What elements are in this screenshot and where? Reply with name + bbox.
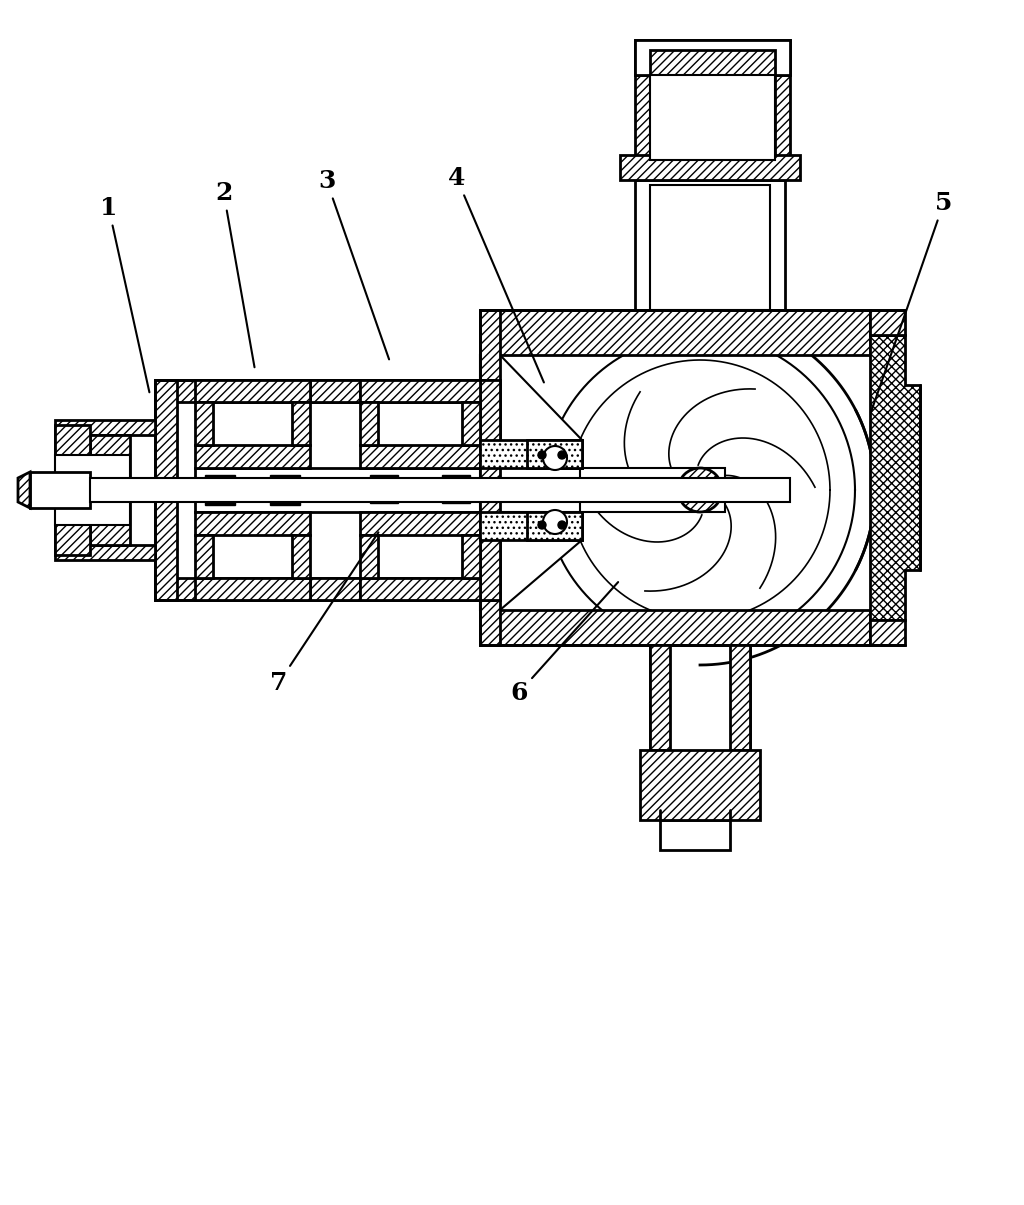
Bar xyxy=(580,468,725,512)
Polygon shape xyxy=(527,512,582,540)
Polygon shape xyxy=(640,750,760,819)
Polygon shape xyxy=(310,380,360,402)
Polygon shape xyxy=(360,512,480,535)
Circle shape xyxy=(558,521,566,529)
Polygon shape xyxy=(650,186,770,310)
Circle shape xyxy=(543,510,567,534)
Bar xyxy=(480,468,582,512)
Polygon shape xyxy=(55,455,130,525)
Polygon shape xyxy=(310,578,360,600)
Polygon shape xyxy=(55,425,90,556)
Text: 5: 5 xyxy=(870,192,952,412)
Polygon shape xyxy=(360,380,480,402)
Polygon shape xyxy=(620,155,800,180)
Polygon shape xyxy=(462,535,480,578)
Circle shape xyxy=(558,486,566,494)
Polygon shape xyxy=(480,380,500,600)
Polygon shape xyxy=(195,402,213,445)
Polygon shape xyxy=(195,445,310,468)
Polygon shape xyxy=(480,355,582,610)
Polygon shape xyxy=(660,819,730,850)
Bar xyxy=(90,478,790,502)
Polygon shape xyxy=(360,535,378,578)
Bar xyxy=(650,75,775,160)
Circle shape xyxy=(543,446,567,470)
Circle shape xyxy=(558,451,566,459)
Polygon shape xyxy=(480,310,870,355)
Polygon shape xyxy=(870,335,920,621)
Text: 1: 1 xyxy=(100,196,150,393)
Polygon shape xyxy=(195,380,310,402)
Circle shape xyxy=(538,486,546,494)
Polygon shape xyxy=(870,621,905,645)
Bar xyxy=(155,380,495,402)
Text: 7: 7 xyxy=(270,533,379,695)
Bar xyxy=(30,472,90,509)
Polygon shape xyxy=(90,435,130,545)
Polygon shape xyxy=(480,512,582,540)
Polygon shape xyxy=(730,645,750,750)
Bar xyxy=(195,468,500,512)
Text: 2: 2 xyxy=(215,181,255,368)
Polygon shape xyxy=(360,402,378,445)
Polygon shape xyxy=(18,472,30,509)
Polygon shape xyxy=(55,421,155,560)
Polygon shape xyxy=(775,75,790,160)
Bar xyxy=(205,475,234,505)
Circle shape xyxy=(538,521,546,529)
Polygon shape xyxy=(635,180,785,310)
Polygon shape xyxy=(480,310,500,645)
Polygon shape xyxy=(292,535,310,578)
Polygon shape xyxy=(527,440,582,468)
Polygon shape xyxy=(462,402,480,445)
Text: 6: 6 xyxy=(510,582,618,705)
Circle shape xyxy=(678,468,722,512)
Polygon shape xyxy=(360,578,480,600)
Polygon shape xyxy=(195,535,213,578)
Text: 3: 3 xyxy=(318,169,389,359)
Bar xyxy=(442,475,470,502)
Circle shape xyxy=(538,451,546,459)
Bar xyxy=(270,475,300,505)
Bar xyxy=(155,380,177,600)
Polygon shape xyxy=(195,512,310,535)
Polygon shape xyxy=(635,75,650,160)
Polygon shape xyxy=(480,440,582,468)
Polygon shape xyxy=(870,310,905,335)
Polygon shape xyxy=(292,402,310,445)
Polygon shape xyxy=(195,578,310,600)
Bar xyxy=(155,578,495,600)
Bar xyxy=(370,475,398,502)
Polygon shape xyxy=(480,610,870,645)
Polygon shape xyxy=(650,645,750,810)
Polygon shape xyxy=(635,40,790,75)
Polygon shape xyxy=(635,40,790,75)
Polygon shape xyxy=(650,645,670,750)
Text: 4: 4 xyxy=(449,166,544,382)
Polygon shape xyxy=(360,445,480,468)
